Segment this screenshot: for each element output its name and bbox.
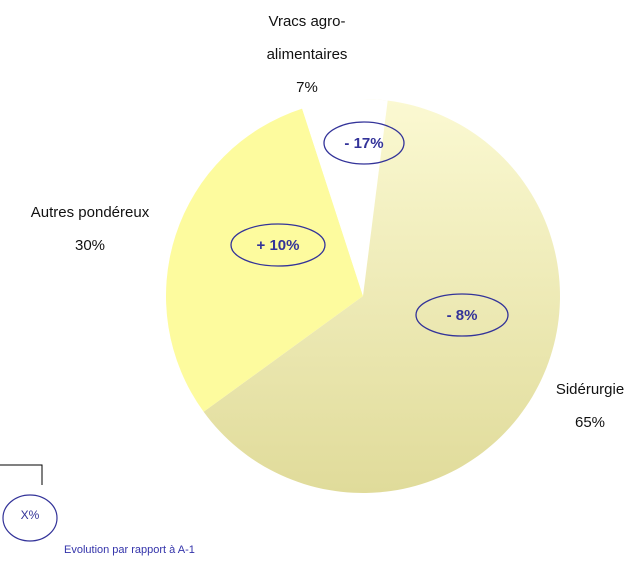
evolution-ring [415, 293, 509, 337]
pie-slice [302, 99, 388, 296]
pie-slice [203, 99, 561, 493]
slice-label: Vracs agro-alimentaires [266, 13, 348, 63]
evolution-label: - 17% [344, 135, 383, 152]
slice-value: 30% [74, 237, 106, 254]
legend-symbol: X% [21, 508, 40, 522]
slice-label: Sidérurgie [555, 381, 625, 398]
slice-value: 65% [574, 414, 606, 431]
evolution-label: + 10% [257, 237, 300, 254]
evolution-label: - 8% [447, 307, 478, 324]
pie-slice [166, 108, 363, 412]
slice-value: 7% [296, 79, 318, 96]
evolution-ring [323, 121, 405, 165]
slice-label: Autres pondéreux [30, 204, 150, 221]
legend-text: Evolution par rapport à A-1 [64, 544, 195, 556]
evolution-ring [230, 223, 326, 267]
legend-symbol-ring [2, 494, 58, 542]
frame-edge [0, 464, 43, 485]
